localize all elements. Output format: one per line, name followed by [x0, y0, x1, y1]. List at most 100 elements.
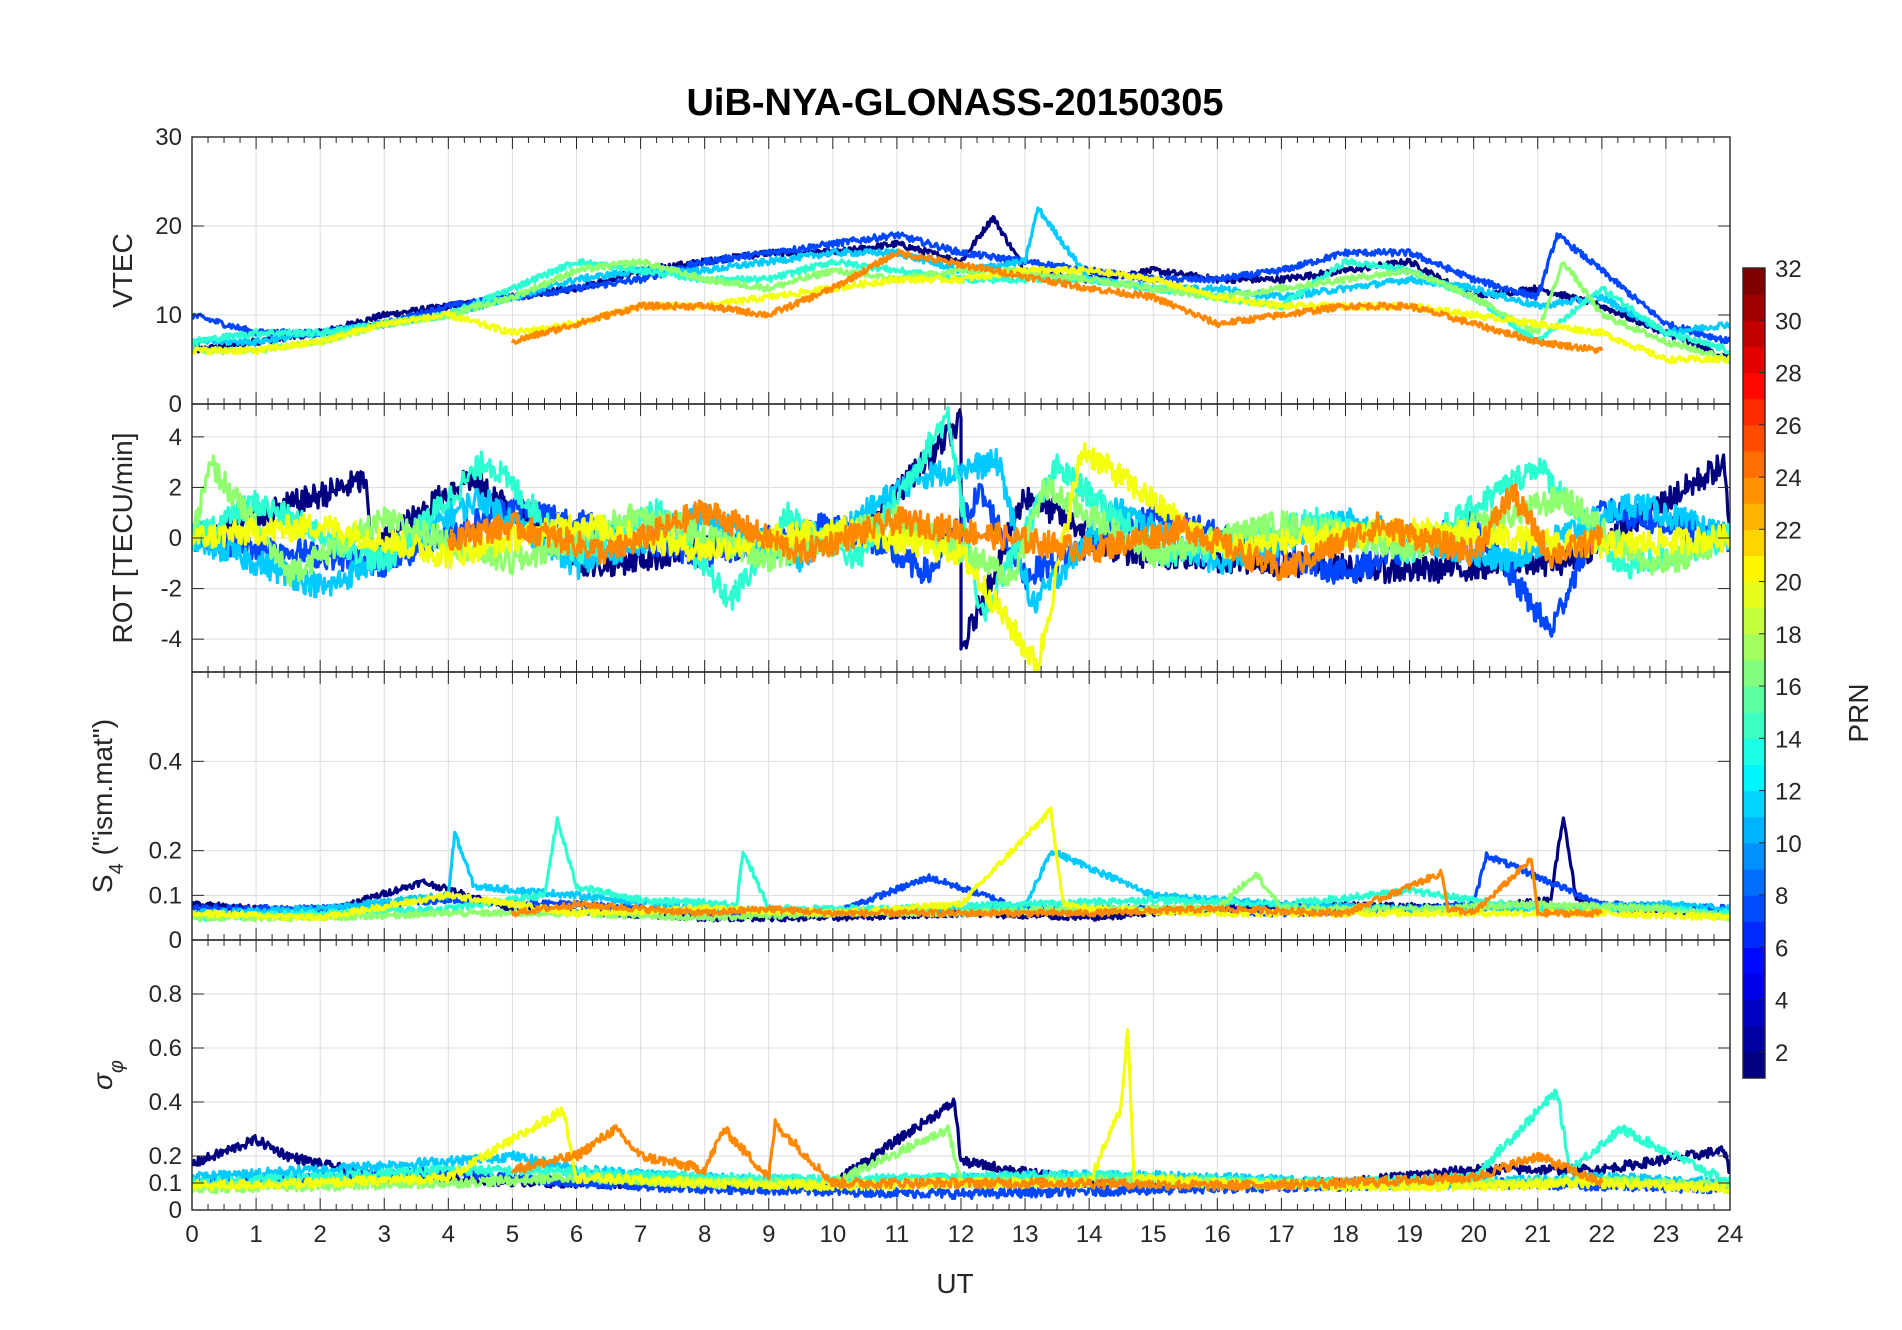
colorbar-segment [1743, 973, 1765, 1001]
colorbar-segment [1743, 503, 1765, 530]
colorbar-segment [1743, 268, 1765, 295]
x-tick-label: 15 [1140, 1221, 1167, 1248]
x-tick-label: 6 [570, 1221, 583, 1248]
rot-ytick-label: -2 [161, 576, 182, 603]
colorbar-tick-label: 28 [1775, 361, 1802, 388]
rot-series-prn-20 [192, 441, 1730, 672]
x-tick-label: 4 [442, 1221, 455, 1248]
panel-rot: -4 -2 0 2 4 ROT [TECU/min] [107, 403, 1731, 673]
rot-ytick-label: -4 [161, 626, 182, 653]
x-axis-label: UT [936, 1268, 973, 1299]
vtec-ytick-label: 20 [155, 213, 182, 240]
vtec-ytick-label: 30 [155, 124, 182, 151]
colorbar-segment [1743, 294, 1765, 321]
x-tick-label: 21 [1524, 1221, 1551, 1248]
colorbar-segment [1743, 764, 1765, 792]
colorbar-tick-label: 2 [1775, 1040, 1788, 1067]
colorbar-tick-label: 8 [1775, 883, 1788, 910]
sigma-y-axis-label: σφ [87, 1060, 128, 1090]
x-tick-label: 24 [1717, 1221, 1744, 1248]
vtec-series-prn-24 [510, 248, 1604, 354]
sigma-ytick-label: 0.4 [149, 1089, 182, 1116]
colorbar-segment [1743, 868, 1765, 896]
colorbar-tick-label: 30 [1775, 308, 1802, 335]
colorbar-segment [1743, 346, 1765, 374]
x-tick-label: 2 [313, 1221, 326, 1248]
colorbar-segment [1743, 529, 1765, 557]
colorbar-tick-label: 20 [1775, 570, 1802, 597]
chart-title: UiB-NYA-GLONASS-20150305 [686, 82, 1223, 124]
sigma-ytick-label: 0.1 [149, 1170, 182, 1197]
colorbar-tick-label: 14 [1775, 726, 1802, 753]
colorbar-tick-label: 26 [1775, 413, 1802, 440]
colorbar-segment [1743, 581, 1765, 609]
x-tick-label: 13 [1012, 1221, 1039, 1248]
colorbar-segment [1743, 607, 1765, 635]
panel-vtec: 0 10 20 30 VTEC [107, 124, 1731, 418]
sigma-ytick-label: 0.6 [149, 1035, 182, 1062]
colorbar-segment [1743, 424, 1765, 452]
s4-y-axis-label: S4 ("ism.mat") [87, 719, 128, 893]
colorbar-segment [1743, 842, 1765, 870]
colorbar-segment [1743, 1025, 1765, 1053]
colorbar-segment [1743, 738, 1765, 766]
colorbar-tick-label: 32 [1775, 256, 1802, 283]
x-tick-label: 8 [698, 1221, 711, 1248]
colorbar-segment [1743, 477, 1765, 504]
x-tick-label: 23 [1653, 1221, 1680, 1248]
colorbar-tick-label: 22 [1775, 517, 1802, 544]
colorbar-segment [1743, 1051, 1765, 1079]
x-tick-label: 3 [378, 1221, 391, 1248]
s4-ytick-label: 0.2 [149, 838, 182, 865]
vtec-y-axis-label: VTEC [107, 233, 138, 308]
colorbar-segment [1743, 816, 1765, 844]
colorbar-segment [1743, 686, 1765, 713]
colorbar-segment [1743, 895, 1765, 922]
x-tick-label: 17 [1268, 1221, 1295, 1248]
sigma-ytick-label: 0.8 [149, 981, 182, 1008]
x-tick-label: 14 [1076, 1221, 1103, 1248]
colorbar-tick-label: 12 [1775, 779, 1802, 806]
rot-y-axis-label: ROT [TECU/min] [107, 432, 138, 643]
colorbar-tick-label: 18 [1775, 622, 1802, 649]
x-tick-label: 19 [1396, 1221, 1423, 1248]
rot-ytick-label: 4 [169, 424, 182, 451]
colorbar-tick-label: 24 [1775, 465, 1802, 492]
colorbar-segment [1743, 633, 1765, 661]
sigma-series-prn-24 [510, 1118, 1604, 1192]
x-tick-label: 7 [634, 1221, 647, 1248]
colorbar-segment [1743, 921, 1765, 948]
x-tick-label: 12 [948, 1221, 975, 1248]
x-tick-label: 0 [185, 1221, 198, 1248]
vtec-series-prn-20 [192, 265, 1730, 365]
rot-ytick-label: 2 [169, 474, 182, 501]
x-tick-label: 1 [249, 1221, 262, 1248]
colorbar-segment [1743, 372, 1765, 400]
colorbar-label: PRN [1843, 683, 1874, 742]
colorbar-segment [1743, 947, 1765, 975]
x-tick-label: 22 [1588, 1221, 1615, 1248]
colorbar-segment [1743, 450, 1765, 478]
s4-series-prn-20 [192, 806, 1730, 922]
x-tick-label: 5 [506, 1221, 519, 1248]
x-tick-label: 18 [1332, 1221, 1359, 1248]
colorbar-tick-label: 16 [1775, 674, 1802, 701]
s4-series-prn-24 [510, 857, 1604, 919]
x-tick-label: 16 [1204, 1221, 1231, 1248]
rot-ytick-label: 0 [169, 525, 182, 552]
panel-sigma: 00.10.2 0.4 0.6 0.8 σφ [87, 939, 1731, 1224]
s4-ytick-label: 0.1 [149, 882, 182, 909]
s4-ytick-label: 0.4 [149, 748, 182, 775]
colorbar-tick-label: 10 [1775, 831, 1802, 858]
colorbar-tick-label: 6 [1775, 935, 1788, 962]
vtec-ytick-label: 10 [155, 302, 182, 329]
x-tick-label: 11 [884, 1221, 909, 1248]
vtec-series-prn-7 [192, 231, 1730, 345]
sigma-ytick-label: 0 [169, 1197, 182, 1224]
colorbar-segment [1743, 555, 1765, 583]
colorbar-segment [1743, 659, 1765, 687]
x-tick-label: 10 [819, 1221, 846, 1248]
